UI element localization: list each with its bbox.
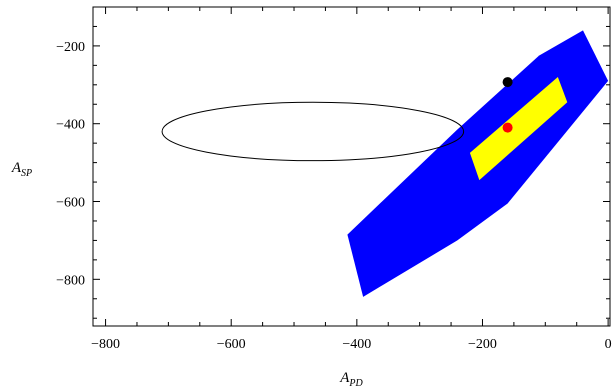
y-tick-label: −400: [56, 118, 85, 133]
x-tick-label: −600: [217, 337, 246, 352]
region-1: [469, 77, 568, 181]
y-tick-label: −200: [56, 40, 85, 55]
ticks: [93, 6, 610, 326]
y-tick-label: −800: [56, 273, 85, 288]
data-point-0: [502, 77, 513, 88]
x-tick-label: −200: [468, 337, 497, 352]
x-tick-label: −400: [342, 337, 371, 352]
data-point-1: [502, 122, 513, 133]
x-tick-label: 0: [605, 337, 612, 352]
x-tick-label: −800: [91, 337, 120, 352]
plot-frame: [92, 6, 611, 327]
y-tick-label: −600: [56, 196, 85, 211]
tick-labels: −800 −600 −400 −200 0 −200 −400 −600 −800: [56, 40, 612, 352]
ellipse-contour: [161, 101, 465, 162]
plot-content: [161, 30, 609, 297]
x-axis-label: APD: [339, 370, 363, 389]
y-axis-label: ASP: [11, 160, 32, 179]
